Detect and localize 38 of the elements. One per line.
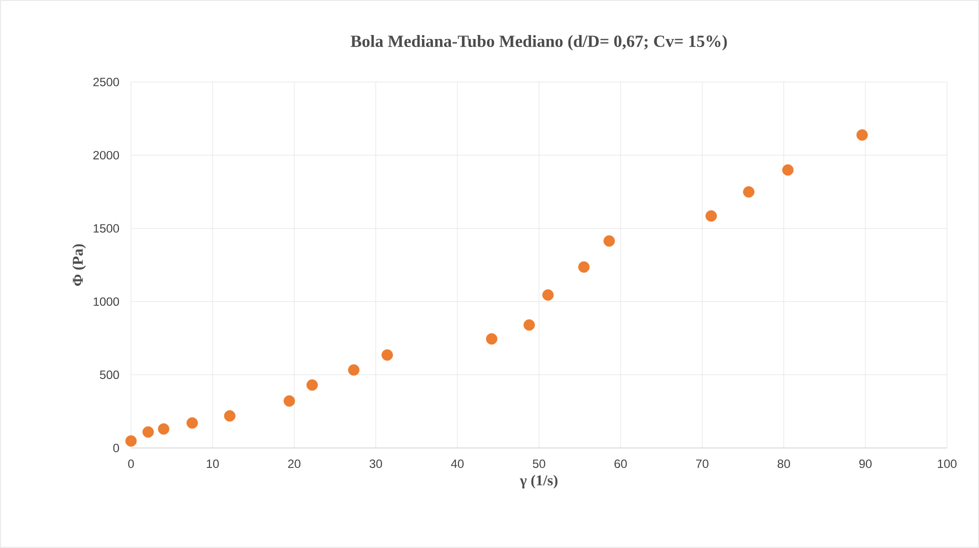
x-tick-label: 60 — [614, 460, 627, 468]
point — [284, 395, 296, 407]
x-tick-label: 40 — [451, 460, 464, 468]
x-tick-label: 90 — [859, 460, 872, 468]
x-tick-label: 20 — [288, 460, 300, 468]
x-tick-label: 50 — [532, 460, 546, 468]
point — [578, 261, 590, 273]
point — [705, 210, 717, 222]
point — [782, 164, 794, 176]
point — [224, 410, 236, 422]
point — [603, 235, 615, 247]
y-tick-label: 2000 — [93, 150, 120, 160]
x-tick-label: 70 — [696, 460, 708, 468]
x-tick-label: 30 — [370, 460, 382, 468]
y-tick-label: 2500 — [93, 78, 120, 86]
point — [142, 426, 154, 438]
y-axis-title: Φ (Pa) — [72, 244, 86, 286]
x-tick-label: 100 — [938, 460, 957, 468]
x-tick-label: 0 — [128, 460, 134, 468]
y-tick-label: 1000 — [94, 297, 120, 306]
point — [348, 364, 360, 376]
y-tick-label: 500 — [100, 370, 120, 380]
x-tick-label: 80 — [778, 460, 790, 468]
point — [306, 379, 318, 391]
point — [524, 319, 535, 331]
chart-title: Bola Mediana-Tubo Mediano (d/D= 0,67; Cv= 15%) — [350, 35, 727, 50]
x-tick-label: 10 — [206, 460, 219, 468]
point — [186, 417, 198, 429]
point — [856, 129, 868, 141]
point — [125, 435, 137, 447]
point — [743, 186, 754, 198]
y-tick-label: 1500 — [94, 224, 120, 233]
point — [382, 349, 393, 361]
y-tick-label: 0 — [113, 444, 120, 452]
point — [486, 333, 498, 345]
point — [158, 423, 170, 435]
point — [542, 289, 554, 301]
x-axis-title: γ (1/s) — [520, 474, 558, 488]
